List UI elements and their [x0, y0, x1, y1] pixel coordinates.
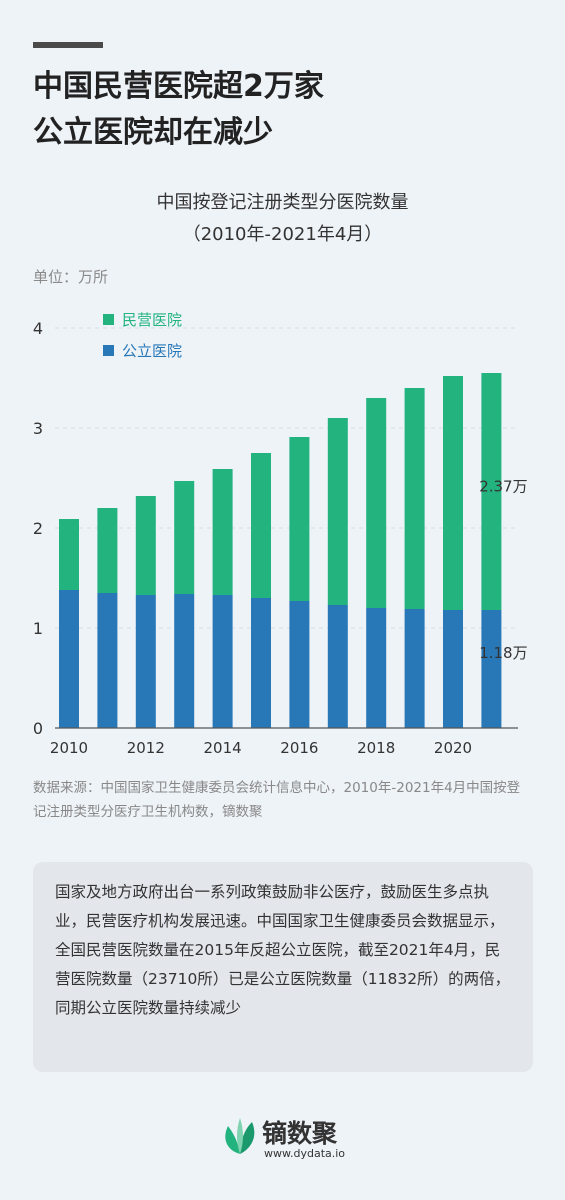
decorative-bar [33, 42, 103, 48]
y-tick-label: 2 [33, 519, 43, 538]
bar-private-2011 [97, 508, 118, 593]
legend-swatch [103, 314, 114, 325]
bar-public-2016 [289, 601, 310, 728]
bar-public-2021 [481, 610, 502, 728]
bar-public-2010 [59, 590, 79, 728]
headline-line-1: 中国民营医院超2万家 [33, 69, 324, 104]
y-tick-label: 4 [33, 319, 43, 338]
bar-public-2013 [174, 594, 195, 728]
bar-public-2012 [135, 595, 156, 728]
bar-public-2020 [443, 610, 463, 728]
bar-private-2016 [289, 437, 310, 601]
bar-public-2019 [404, 609, 425, 728]
bar-public-2018 [366, 608, 387, 728]
brand-url: www.dydata.io [264, 1147, 346, 1160]
data-label: 2.37万 [479, 478, 527, 496]
headline: 中国民营医院超2万家 公立医院却在减少 [33, 64, 324, 156]
chart-subtitle: （2010年-2021年4月） [182, 224, 383, 245]
bar-private-2018 [366, 398, 387, 608]
brand-name: 镝数聚 [262, 1119, 338, 1148]
unit-label: 单位：万所 [33, 268, 109, 286]
bar-private-2019 [404, 388, 425, 609]
y-tick-label: 3 [33, 419, 43, 438]
y-tick-label: 1 [33, 619, 43, 638]
data-label: 1.18万 [479, 644, 527, 662]
x-tick-label: 2012 [127, 739, 165, 757]
bar-public-2011 [97, 593, 118, 728]
bar-private-2021 [481, 373, 502, 610]
bar-private-2014 [212, 469, 233, 595]
leaf-icon [225, 1118, 255, 1154]
bar-private-2020 [443, 376, 463, 610]
x-tick-label: 2020 [434, 739, 472, 757]
description-text: 国家及地方政府出台一系列政策鼓励非公医疗，鼓励医生多点执业，民营医疗机构发展迅速… [55, 883, 511, 1017]
legend-swatch [103, 345, 114, 356]
bar-private-2017 [327, 418, 348, 605]
legend-label: 公立医院 [122, 342, 182, 360]
bar-private-2012 [135, 496, 156, 595]
bar-public-2014 [212, 595, 233, 728]
data-source: 数据来源：中国国家卫生健康委员会统计信息中心，2010年-2021年4月中国按登… [33, 780, 521, 820]
bar-public-2015 [251, 598, 271, 728]
headline-line-2: 公立医院却在减少 [33, 115, 273, 150]
chart-title: 中国按登记注册类型分医院数量 [156, 192, 409, 213]
bar-private-2015 [251, 453, 271, 598]
x-tick-label: 2018 [357, 739, 395, 757]
x-tick-label: 2016 [280, 739, 318, 757]
brand-logo: 镝数聚 www.dydata.io [222, 1114, 362, 1164]
bar-private-2010 [59, 519, 79, 590]
bar-private-2013 [174, 481, 195, 594]
bar-public-2017 [327, 605, 348, 728]
x-tick-label: 2010 [50, 739, 88, 757]
legend-label: 民营医院 [122, 311, 182, 329]
description-box: 国家及地方政府出台一系列政策鼓励非公医疗，鼓励医生多点执业，民营医疗机构发展迅速… [33, 862, 533, 1072]
x-tick-label: 2014 [204, 739, 242, 757]
y-tick-label: 0 [33, 719, 43, 738]
